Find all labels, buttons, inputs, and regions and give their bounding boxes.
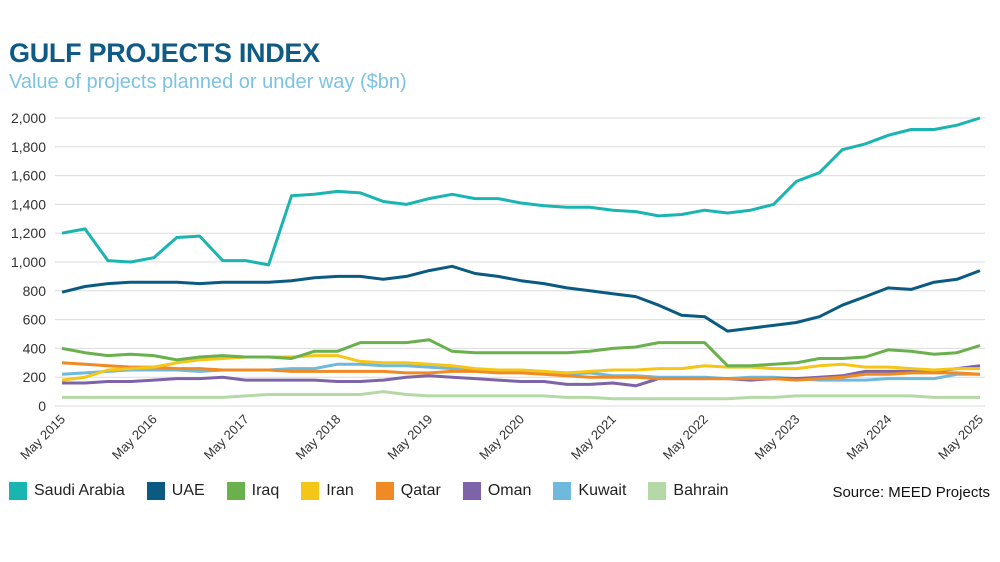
series-line-iraq — [61, 338, 981, 368]
y-tick-label: 400 — [23, 340, 47, 356]
series-line-saudi-arabia — [61, 116, 981, 267]
series-line-qatar — [61, 361, 981, 382]
x-tick-label: May 2017 — [201, 412, 252, 463]
y-tick-label: 2,000 — [11, 110, 46, 126]
x-tick-label: May 2018 — [293, 412, 344, 463]
chart-subtitle: Value of projects planned or under way (… — [9, 71, 407, 93]
y-tick-label: 0 — [38, 398, 46, 414]
y-tick-label: 1,600 — [11, 168, 46, 184]
x-tick-label: May 2024 — [843, 412, 894, 463]
series-line-bahrain — [62, 390, 980, 401]
legend-swatch — [553, 482, 572, 500]
x-tick-label: May 2020 — [476, 412, 527, 463]
legend-item: Oman — [462, 482, 532, 500]
legend-swatch — [375, 482, 394, 500]
legend-label: Bahrain — [673, 482, 729, 499]
legend-swatch — [146, 482, 165, 500]
source-note: Source: MEED Projects — [832, 484, 990, 501]
legend-label: Iran — [326, 482, 354, 499]
legend-item: Iraq — [226, 482, 280, 500]
x-tick-label: May 2015 — [17, 412, 68, 463]
chart-title: GULF PROJECTS INDEX — [9, 38, 320, 68]
legend-swatch — [301, 482, 320, 500]
legend-item: UAE — [146, 482, 205, 500]
legend-label: Saudi Arabia — [34, 482, 125, 499]
legend-item: Iran — [301, 482, 354, 500]
legend: Saudi Arabia UAE Iraq Iran Qatar Oman Kuwait Ba… — [9, 482, 751, 500]
y-tick-label: 200 — [23, 369, 47, 385]
legend-label: Oman — [487, 482, 532, 499]
y-tick-label: 1,400 — [11, 196, 46, 212]
legend-swatch — [9, 482, 27, 500]
y-tick-label: 800 — [23, 283, 47, 299]
y-tick-label: 1,000 — [11, 254, 46, 270]
legend-swatch — [462, 482, 481, 500]
legend-label: Iraq — [251, 482, 280, 499]
series-line-uae — [61, 264, 981, 333]
legend-label: Qatar — [400, 482, 441, 499]
legend-label: Kuwait — [578, 482, 627, 499]
x-tick-label: May 2021 — [568, 412, 619, 463]
x-tick-label: May 2019 — [384, 412, 435, 463]
legend-swatch — [648, 482, 667, 500]
y-tick-label: 1,200 — [11, 225, 46, 241]
x-tick-label: May 2016 — [109, 412, 160, 463]
legend-item: Saudi Arabia — [9, 482, 125, 500]
legend-swatch — [226, 482, 245, 500]
y-tick-label: 1,800 — [11, 139, 46, 155]
legend-item: Qatar — [375, 482, 441, 500]
x-tick-label: May 2023 — [752, 412, 803, 463]
legend-label: UAE — [171, 482, 205, 499]
x-tick-label: May 2025 — [935, 412, 986, 463]
y-tick-label: 600 — [23, 312, 47, 328]
series-line-iran — [61, 354, 980, 382]
legend-item: Bahrain — [648, 482, 729, 500]
legend-item: Kuwait — [553, 482, 626, 500]
x-tick-label: May 2022 — [660, 412, 711, 463]
